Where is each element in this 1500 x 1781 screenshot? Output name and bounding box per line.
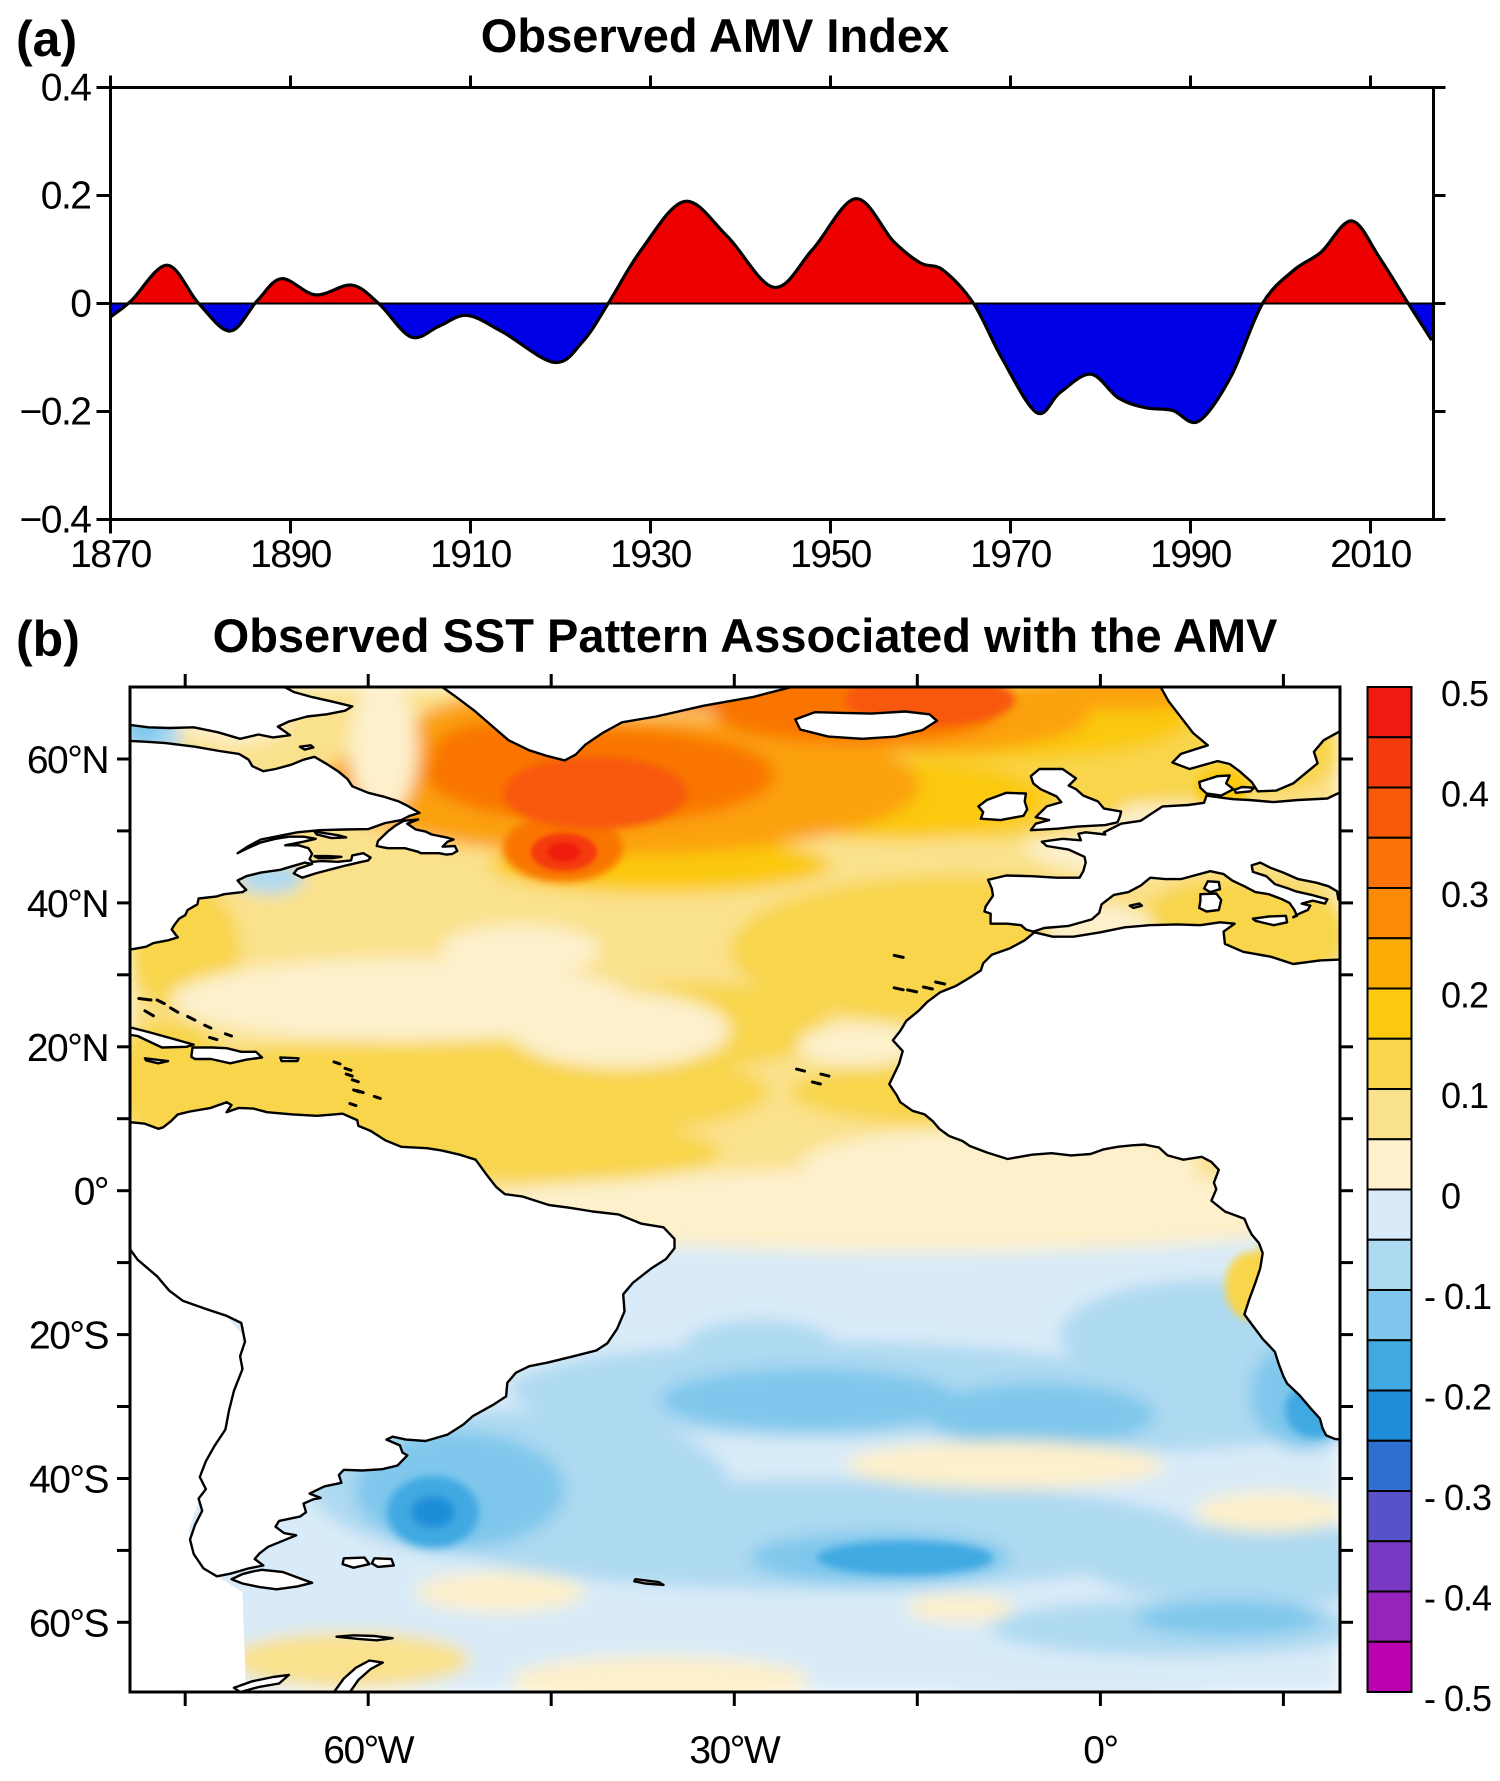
svg-text:−0.2: −0.2: [20, 391, 91, 434]
svg-text:0.5: 0.5: [1441, 673, 1488, 714]
svg-text:0: 0: [1441, 1176, 1460, 1217]
svg-text:0.1: 0.1: [1441, 1075, 1488, 1116]
svg-text:0°: 0°: [74, 1171, 108, 1214]
svg-text:0.4: 0.4: [41, 67, 92, 110]
svg-text:0.2: 0.2: [41, 175, 91, 218]
svg-text:1910: 1910: [430, 533, 512, 576]
svg-text:20°N: 20°N: [27, 1027, 108, 1070]
svg-text:1870: 1870: [70, 533, 152, 576]
svg-text:Observed SST Pattern Associate: Observed SST Pattern Associated with the…: [213, 609, 1278, 662]
svg-text:0.2: 0.2: [1441, 975, 1488, 1016]
svg-text:0°: 0°: [1083, 1729, 1117, 1772]
svg-text:40°S: 40°S: [29, 1459, 108, 1502]
svg-text:- 0.1: - 0.1: [1424, 1276, 1491, 1317]
svg-text:40°N: 40°N: [27, 883, 108, 926]
svg-text:60°S: 60°S: [29, 1602, 108, 1645]
svg-text:0: 0: [70, 283, 91, 326]
svg-text:30°W: 30°W: [689, 1729, 780, 1772]
svg-text:0.4: 0.4: [1441, 774, 1488, 815]
svg-text:(b): (b): [16, 611, 80, 667]
svg-text:20°S: 20°S: [29, 1315, 108, 1358]
svg-text:1990: 1990: [1150, 533, 1232, 576]
svg-text:- 0.2: - 0.2: [1424, 1377, 1491, 1418]
svg-text:1890: 1890: [250, 533, 332, 576]
svg-text:- 0.5: - 0.5: [1424, 1678, 1491, 1719]
svg-text:(a): (a): [16, 11, 77, 67]
svg-text:2010: 2010: [1330, 533, 1412, 576]
svg-text:- 0.4: - 0.4: [1424, 1578, 1491, 1619]
svg-text:−0.4: −0.4: [20, 499, 92, 542]
svg-text:0.3: 0.3: [1441, 874, 1488, 915]
svg-text:Observed AMV Index: Observed AMV Index: [481, 9, 949, 62]
svg-text:- 0.3: - 0.3: [1424, 1477, 1491, 1518]
svg-text:60°W: 60°W: [323, 1729, 414, 1772]
svg-text:60°N: 60°N: [27, 739, 108, 782]
svg-text:1930: 1930: [610, 533, 692, 576]
svg-text:1970: 1970: [970, 533, 1052, 576]
svg-text:1950: 1950: [790, 533, 872, 576]
